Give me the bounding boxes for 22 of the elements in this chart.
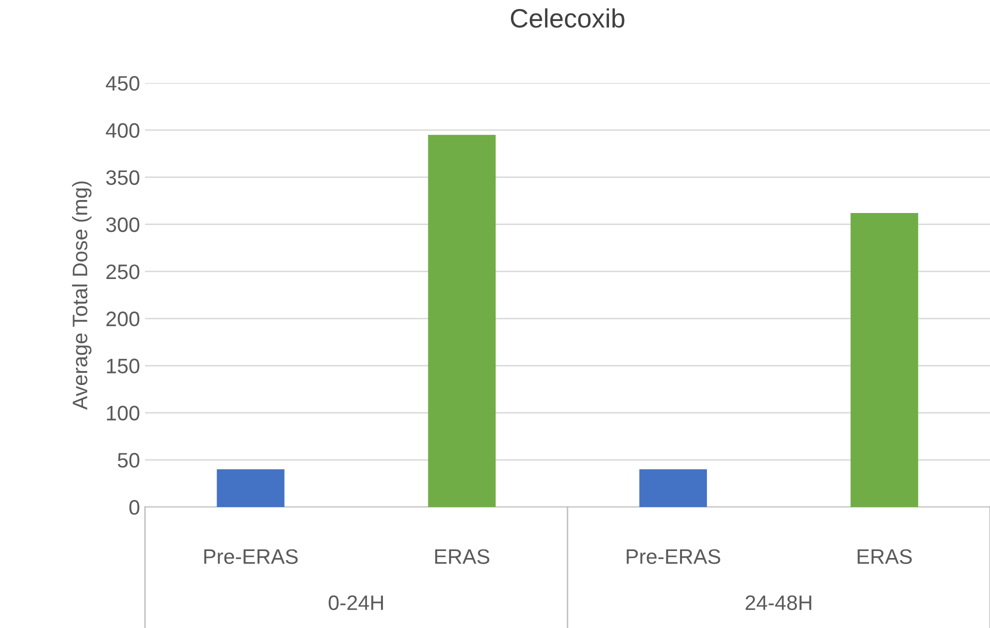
bar [639, 469, 707, 507]
y-tick-label: 0 [129, 500, 140, 515]
y-tick-label: 450 [106, 76, 140, 91]
bar [428, 134, 496, 507]
y-tick-label: 400 [106, 123, 140, 138]
y-tick-label: 350 [106, 170, 140, 185]
bar [850, 213, 918, 507]
text: 24-48H [746, 595, 812, 610]
y-tick-label: 300 [106, 217, 140, 232]
bar [216, 469, 284, 507]
x-tick-label: Pre-ERAS [626, 549, 720, 564]
x-tick-label: ERAS [435, 549, 490, 564]
chart-title: Celecoxib [510, 8, 624, 28]
y-tick-label: 50 [118, 452, 140, 468]
x-tick-label: Pre-ERAS [204, 549, 298, 564]
y-tick-label: 250 [106, 264, 140, 280]
text: 0-24H [328, 595, 383, 610]
y-axis-title: Average Total Dose (mg) [72, 181, 92, 410]
y-tick-label: 100 [106, 406, 140, 421]
y-tick-label: 200 [106, 312, 140, 326]
x-tick-label: ERAS [858, 549, 912, 564]
y-tick-label: 150 [106, 358, 140, 374]
